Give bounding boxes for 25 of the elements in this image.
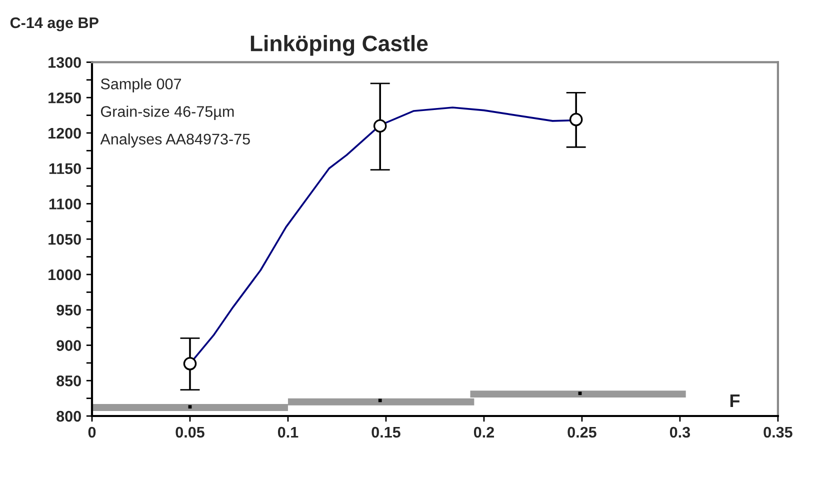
y-tick-label: 950 [56, 304, 81, 316]
x-tick-label: 0.25 [568, 426, 596, 438]
y-tick-label: 1000 [48, 269, 81, 280]
x-tick-label: 0.35 [764, 426, 792, 438]
y-tick-label: 1200 [48, 128, 81, 139]
x-tick-label: 0.1 [278, 426, 298, 438]
chart-title: Linköping Castle [250, 34, 428, 56]
x-tick-label: 0.15 [372, 426, 400, 438]
y-tick-label: 800 [56, 410, 81, 422]
x-axis-title: F [730, 394, 740, 407]
y-tick-label: 1050 [48, 234, 81, 245]
annotation: Analyses AA84973-75 [100, 133, 250, 148]
x-tick-label: 0.05 [176, 426, 204, 438]
y-tick-label: 900 [56, 340, 81, 351]
y-tick-label: 850 [56, 376, 81, 386]
annotation: Grain-size 46-75µm [100, 106, 234, 120]
x-tick-label: 0.2 [474, 426, 494, 438]
y-tick-label: 1300 [48, 57, 81, 68]
y-tick-label: 1150 [49, 163, 81, 174]
y-tick-label: 1100 [49, 198, 81, 210]
y-tick-label: 1250 [48, 92, 81, 104]
x-tick-label: 0.3 [670, 426, 690, 438]
annotation: Sample 007 [100, 78, 181, 92]
x-tick-label: 0 [88, 426, 96, 438]
y-axis-title: C-14 age BP [10, 17, 98, 32]
